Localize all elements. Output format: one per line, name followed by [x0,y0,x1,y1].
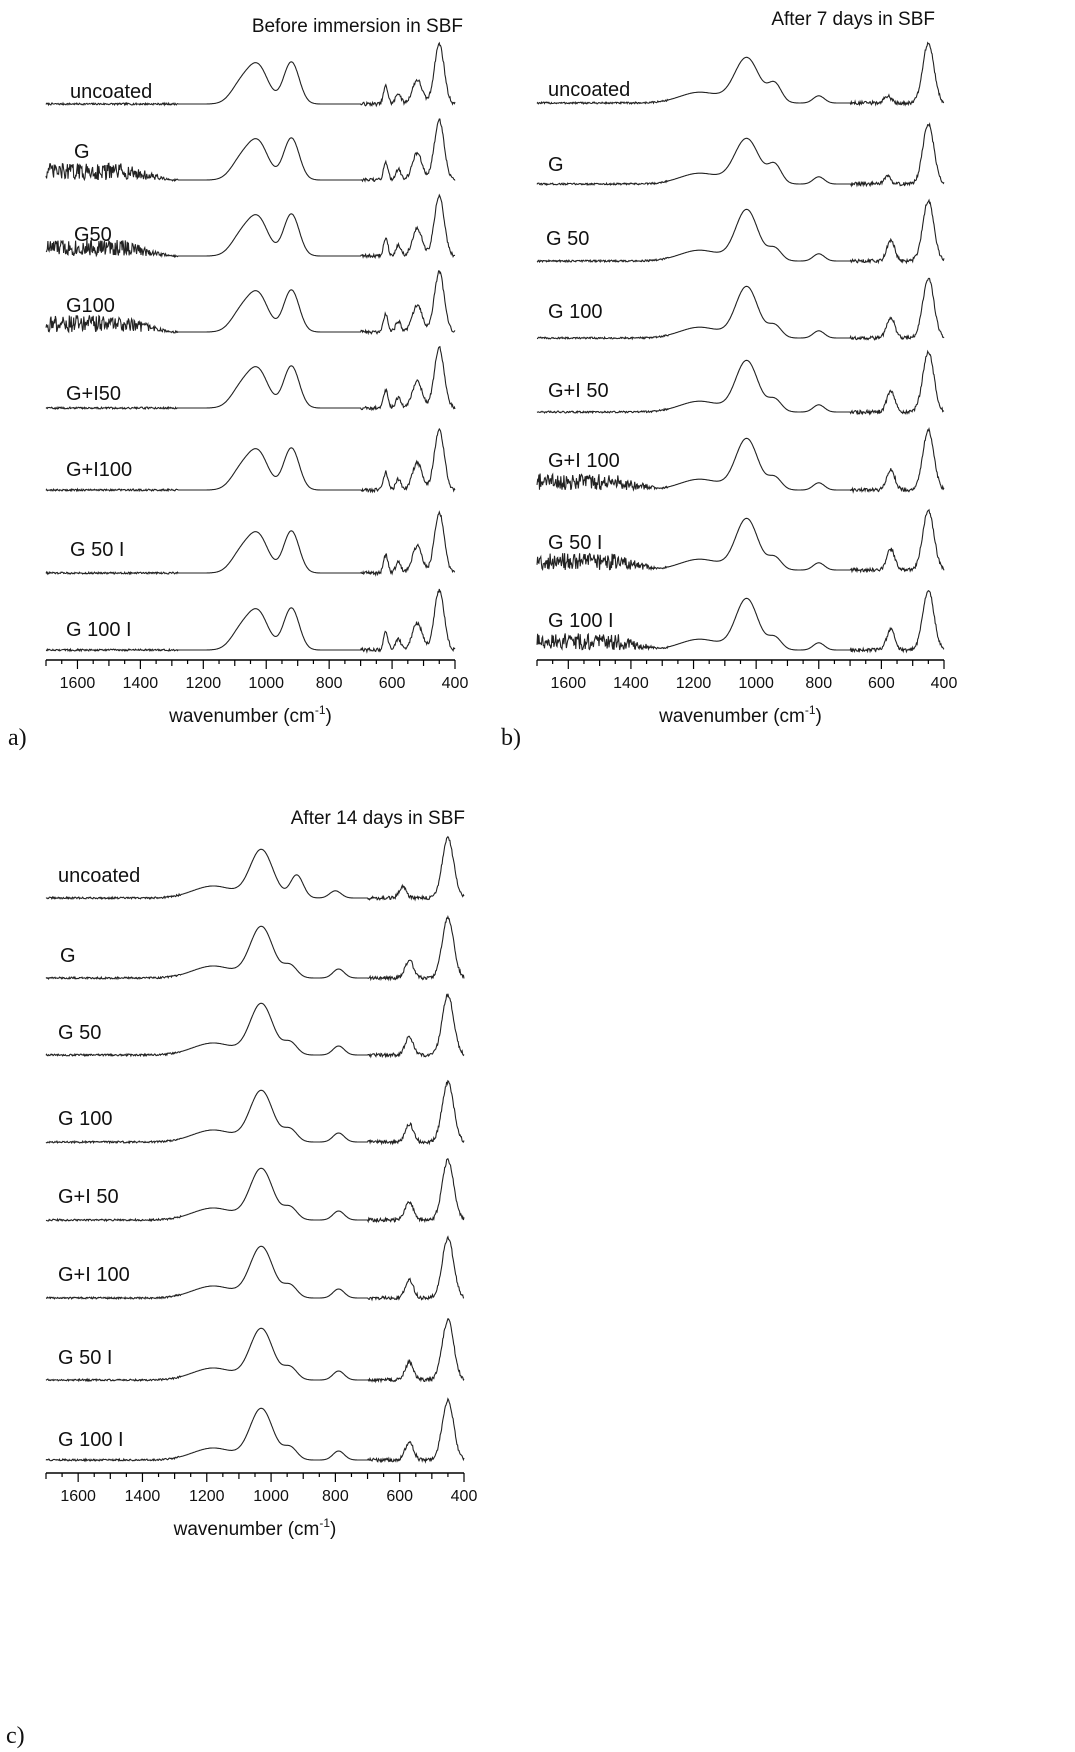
x-tick-label: 1000 [738,675,774,692]
series-label: G 50 I [70,539,124,561]
spectrum-line [45,1158,465,1224]
series-label: G100 [66,295,115,317]
spectrum-line [45,835,465,902]
x-tick-label: 1200 [676,675,712,692]
x-axis-title-close: ) [816,706,822,727]
x-axis-title: wavenumber (cm-1) [658,703,822,727]
series-label: uncoated [58,865,140,887]
series-label: G 100 [548,301,602,323]
spectrum-line [536,590,945,654]
x-tick-label: 1400 [123,675,159,692]
x-tick-label: 1000 [248,675,284,692]
panel-title: After 14 days in SBF [291,808,465,829]
series-label: G+I50 [66,383,121,405]
spectrum-line [45,270,456,336]
x-tick-label: 1200 [189,1488,225,1505]
series-label: G [60,945,76,967]
x-tick-label: 400 [451,1488,478,1505]
x-axis-title-superscript: -1 [315,703,326,717]
x-axis-title-superscript: -1 [805,703,816,717]
spectrum-line [536,198,945,265]
x-tick-label: 600 [868,675,895,692]
x-tick-label: 1600 [60,675,96,692]
x-axis-title-text: wavenumber (cm [173,1519,320,1540]
series-label: G+I100 [66,459,132,481]
x-axis-title-text: wavenumber (cm [658,706,805,727]
x-axis-title-close: ) [326,706,332,727]
x-tick-label: 1000 [253,1488,289,1505]
x-tick-label: 800 [316,675,343,692]
series-label: G [74,141,90,163]
spectrum-line [45,427,456,494]
x-axis-title: wavenumber (cm-1) [173,1516,337,1540]
series-label: G+I 100 [58,1264,130,1286]
x-tick-label: 800 [322,1488,349,1505]
spectrum-line [45,345,456,412]
x-tick-label: 400 [931,675,958,692]
series-label: G 50 [546,228,589,250]
x-tick-label: 1400 [125,1488,161,1505]
x-axis-title: wavenumber (cm-1) [168,703,332,727]
x-tick-label: 1200 [186,675,222,692]
series-label: G 100 I [58,1429,124,1451]
x-axis-title-text: wavenumber (cm [168,706,315,727]
x-tick-label: 600 [379,675,406,692]
series-label: uncoated [548,79,630,101]
x-tick-label: 1600 [551,675,587,692]
panel-title: Before immersion in SBF [252,16,463,37]
panel-a: Before immersion in SBF uncoated G G50 G100 G… [8,16,468,751]
spectrum-line [536,277,945,341]
series-label: G+I 50 [548,380,609,402]
panel-letter: c) [6,1723,25,1749]
spectrum-line [45,588,456,654]
series-label: G 100 [58,1108,112,1130]
spectrum-line [536,349,945,416]
x-tick-label: 1600 [60,1488,96,1505]
spectrum-line [536,426,945,494]
x-axis-title-close: ) [330,1519,336,1540]
spectrum-line [45,1079,465,1146]
spectrum-line [45,1318,465,1384]
panel-letter: a) [8,725,27,751]
series-label: G+I 50 [58,1186,119,1208]
x-axis-title-superscript: -1 [319,1516,330,1530]
series-label: G 50 I [548,532,602,554]
spectrum-line [45,993,465,1059]
x-tick-label: 600 [386,1488,413,1505]
series-label: G 50 [58,1022,101,1044]
x-tick-label: 400 [442,675,469,692]
series-label: uncoated [70,81,152,103]
spectrum-line [45,914,465,982]
spectrum-line [45,510,456,577]
spectrum-line [45,41,456,108]
series-label: G 100 I [548,610,614,632]
series-label: G 50 I [58,1347,112,1369]
x-tick-label: 1400 [613,675,649,692]
spectrum-line [536,122,945,188]
spectrum-line [45,1235,465,1302]
panel-b: After 7 days in SBF uncoated G G 50 G 100 G+I… [501,9,957,751]
spectrum-line [45,118,456,183]
panel-c: After 14 days in SBF uncoated G G 50 G 100 G+… [6,808,477,1749]
x-tick-label: 800 [805,675,832,692]
series-label: G [548,154,564,176]
spectrum-line [45,1397,465,1464]
spectrum-line [45,193,456,260]
panel-letter: b) [501,725,521,751]
panel-title: After 7 days in SBF [771,9,935,30]
series-label: G+I 100 [548,450,620,472]
series-label: G50 [74,224,112,246]
series-label: G 100 I [66,619,132,641]
spectrum-line [536,508,945,574]
spectrum-line [536,41,945,107]
